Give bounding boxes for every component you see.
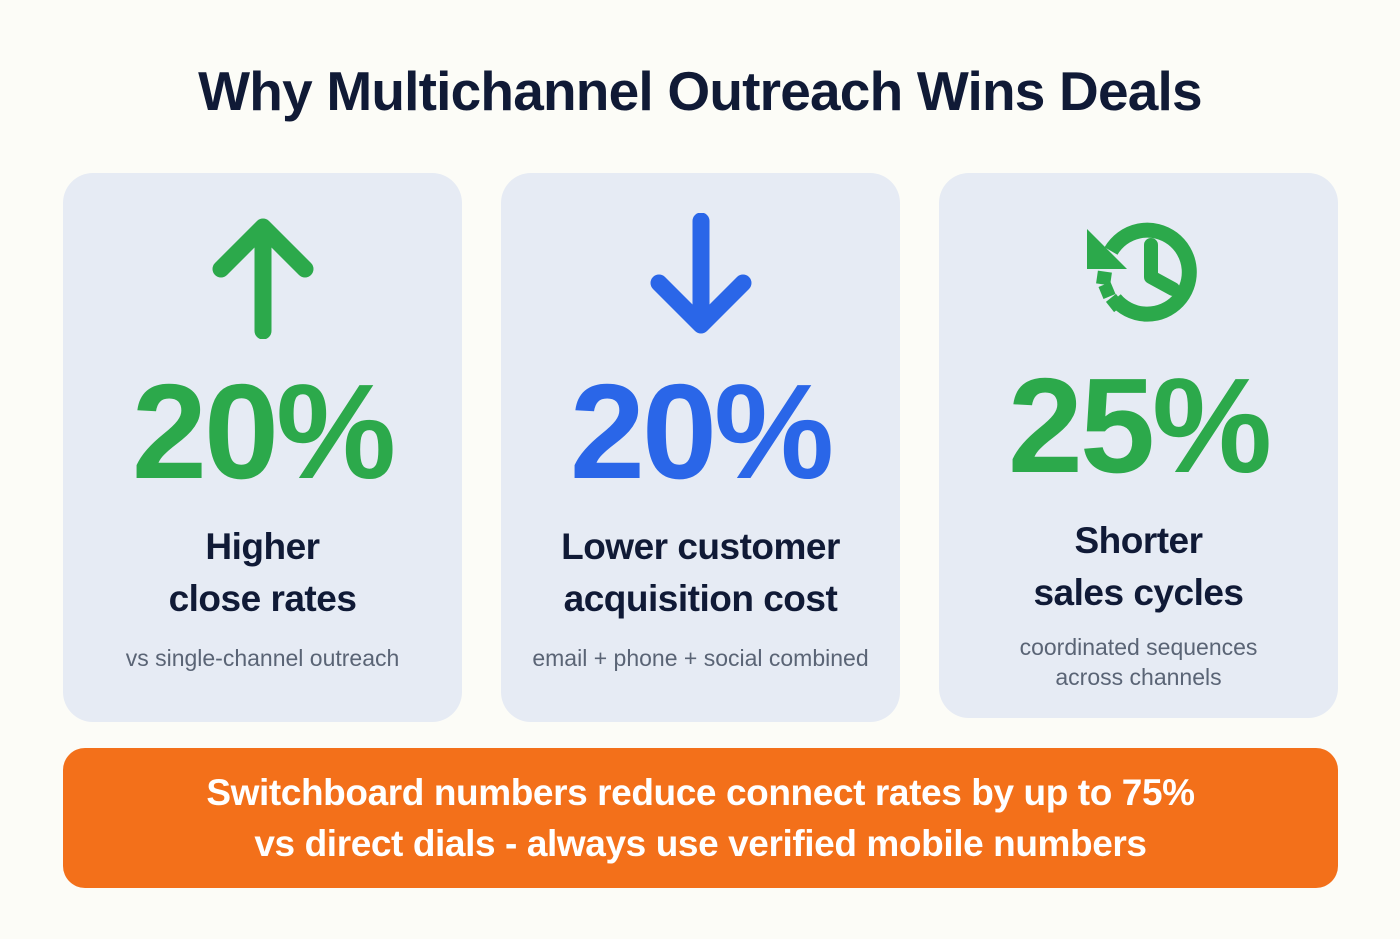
stat-label: Shorter sales cycles: [1033, 520, 1244, 613]
stat-value: 20%: [131, 356, 396, 507]
callout-banner: Switchboard numbers reduce connect rates…: [63, 748, 1338, 888]
stat-card-row: 20% Higher close rates vs single-channel…: [63, 173, 1338, 723]
stat-label: Higher close rates: [168, 526, 357, 619]
stat-card-shorter-sales-cycles: 25% Shorter sales cycles coordinated seq…: [939, 173, 1338, 718]
stat-card-higher-close-rates: 20% Higher close rates vs single-channel…: [63, 173, 462, 722]
callout-banner-text: Switchboard numbers reduce connect rates…: [206, 772, 1195, 864]
stat-label: Lower customer acquisition cost: [561, 526, 840, 619]
stat-value: 25%: [1007, 350, 1272, 501]
page-title: Why Multichannel Outreach Wins Deals: [198, 60, 1202, 122]
arrow-up-icon: [207, 211, 319, 341]
stat-caption: email + phone + social combined: [532, 645, 869, 671]
clock-rewind-icon: [1075, 211, 1203, 335]
stat-value: 20%: [569, 356, 834, 507]
stat-card-lower-cac: 20% Lower customer acquisition cost emai…: [501, 173, 900, 722]
arrow-down-icon: [645, 211, 757, 341]
stat-caption: vs single-channel outreach: [125, 645, 400, 671]
stat-caption: coordinated sequences across channels: [1019, 634, 1258, 690]
